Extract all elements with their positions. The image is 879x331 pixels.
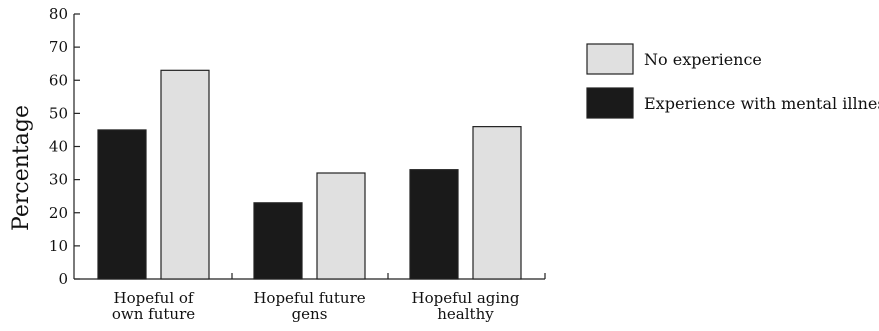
y-axis: 0 10 20 30 40 50 60 70 80: [49, 5, 80, 288]
y-axis-label: Percentage: [9, 105, 34, 231]
x-category-label-line: gens: [292, 305, 328, 323]
legend-swatch: [586, 87, 634, 119]
bar: [160, 69, 210, 280]
bar: [253, 202, 303, 280]
x-category-label-line: healthy: [437, 305, 494, 323]
x-category-label: Hopeful of own future: [112, 289, 195, 323]
x-category-label-line: own future: [112, 305, 195, 323]
y-tick-label: 50: [49, 104, 68, 122]
x-category-label: Hopeful aging healthy: [412, 289, 520, 323]
y-tick-label: 20: [49, 204, 68, 222]
y-tick-label: 80: [49, 5, 68, 23]
bar: [409, 169, 459, 280]
x-category-label: Hopeful future gens: [253, 289, 365, 323]
y-tick-label: 30: [49, 171, 68, 189]
legend: No experience Experience with mental illn…: [586, 43, 879, 119]
legend-label: No experience: [644, 50, 762, 69]
y-tick-label: 40: [49, 138, 68, 156]
bar: [472, 126, 522, 280]
y-tick-label: 10: [49, 237, 68, 255]
legend-swatch: [586, 43, 634, 75]
bar: [316, 172, 366, 280]
y-tick-label: 70: [49, 38, 68, 56]
x-axis: [74, 273, 546, 280]
legend-label: Experience with mental illness: [644, 94, 879, 113]
x-category-label-line: Hopeful of: [114, 289, 195, 307]
bars: [97, 69, 522, 280]
bar: [97, 129, 147, 280]
x-category-label-line: Hopeful aging: [412, 289, 520, 307]
y-tick-label: 60: [49, 71, 68, 89]
y-tick-label: 0: [58, 270, 68, 288]
x-category-label-line: Hopeful future: [253, 289, 365, 307]
